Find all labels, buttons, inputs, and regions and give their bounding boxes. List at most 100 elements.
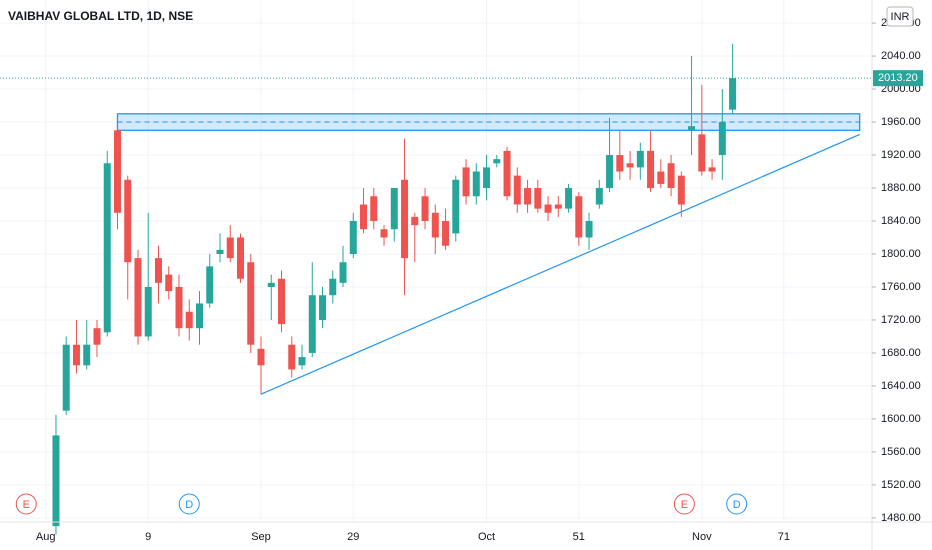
candle-body: [257, 348, 265, 366]
candle-body: [411, 216, 419, 226]
x-tick-label: 9: [145, 531, 151, 543]
y-tick-label: 1680.00: [881, 347, 921, 359]
event-label: E: [23, 499, 30, 511]
y-tick-label: 1640.00: [881, 380, 921, 392]
y-tick-label: 1880.00: [881, 182, 921, 194]
candle-body: [503, 150, 511, 197]
y-tick-label: 1720.00: [881, 314, 921, 326]
candle-body: [288, 344, 296, 370]
candle-body: [349, 221, 357, 254]
x-tick-label: 71: [778, 531, 790, 543]
candle-body: [442, 221, 450, 246]
candle-body: [72, 344, 80, 366]
y-tick-label: 1560.00: [881, 446, 921, 458]
candle-body: [431, 212, 439, 238]
event-label: D: [733, 499, 741, 511]
candle-body: [134, 258, 142, 337]
candle-body: [667, 163, 675, 189]
candle-body: [237, 237, 245, 279]
candle-body: [319, 295, 327, 320]
currency-button[interactable]: INR: [886, 6, 914, 27]
candle-body: [513, 175, 521, 205]
candle-body: [154, 258, 162, 283]
candle-body: [472, 171, 480, 197]
last-price-box: [873, 70, 923, 87]
candle-body: [554, 204, 562, 209]
candle-body: [267, 282, 275, 287]
candle-body: [657, 171, 665, 184]
candle-body: [718, 122, 726, 156]
y-tick-label: 1800.00: [881, 248, 921, 260]
x-tick-label: 29: [347, 531, 359, 543]
event-marker: [673, 493, 695, 515]
candle-body: [708, 167, 716, 172]
y-tick-label: 1840.00: [881, 215, 921, 227]
x-tick-label: Sep: [251, 531, 271, 543]
x-tick-label: Oct: [478, 531, 495, 543]
candle-body: [195, 303, 203, 329]
candle-body: [360, 204, 368, 230]
candle-body: [534, 188, 542, 209]
candle-body: [483, 167, 491, 189]
last-price-label: 2013.20: [878, 72, 918, 84]
candle-body: [113, 130, 121, 213]
candle-body: [606, 155, 614, 189]
x-tick-label: Aug: [36, 531, 56, 543]
candle-body: [452, 179, 460, 234]
currency-box[interactable]: [886, 6, 914, 27]
trendline: [260, 133, 860, 395]
candle-body: [206, 266, 214, 304]
candle-body: [616, 155, 624, 172]
candle-body: [493, 159, 501, 164]
candle-body: [544, 204, 552, 213]
candle-body: [185, 311, 193, 329]
candle-body: [575, 196, 583, 238]
y-tick-label: 2040.00: [881, 50, 921, 62]
candle-body: [401, 179, 409, 259]
candle-body: [729, 78, 737, 110]
candle-body: [175, 286, 183, 329]
candle-body: [370, 196, 378, 222]
candle-body: [124, 179, 132, 263]
candle-body: [329, 278, 337, 296]
candle-body: [524, 188, 532, 205]
candle-body: [647, 150, 655, 189]
candle-body: [698, 134, 706, 172]
candle-body: [585, 221, 593, 238]
candle-body: [636, 150, 644, 168]
candle-body: [390, 188, 398, 230]
candle-body: [421, 196, 429, 222]
candle-body: [216, 249, 224, 254]
candle-body: [462, 167, 470, 197]
candle-body: [677, 175, 685, 205]
candle-body: [247, 262, 255, 345]
y-tick-label: 1600.00: [881, 413, 921, 425]
candle-body: [83, 344, 91, 366]
currency-label[interactable]: INR: [891, 11, 910, 23]
candle-body: [93, 328, 101, 345]
candle-body: [52, 435, 60, 527]
candle-body: [688, 126, 696, 131]
candle-body: [626, 163, 634, 168]
candle-body: [339, 262, 347, 283]
candle-body: [103, 163, 111, 333]
y-tick-label: 1520.00: [881, 479, 921, 491]
y-tick-label: 1760.00: [881, 281, 921, 293]
candle-body: [308, 295, 316, 353]
candle-body: [165, 274, 173, 292]
candle-body: [380, 229, 388, 238]
y-tick-label: 1960.00: [881, 116, 921, 128]
x-tick-label: Nov: [692, 531, 712, 543]
event-marker: [178, 493, 200, 515]
candle-body: [298, 357, 306, 366]
event-label: D: [185, 499, 193, 511]
y-tick-label: 1480.00: [881, 512, 921, 524]
x-tick-label: 51: [573, 531, 585, 543]
chart-title: VAIBHAV GLOBAL LTD, 1D, NSE: [8, 9, 193, 23]
candle-body: [565, 188, 573, 209]
candle-body: [595, 188, 603, 205]
candle-body: [62, 344, 70, 411]
event-marker: [15, 493, 37, 515]
candle-body: [226, 237, 234, 259]
